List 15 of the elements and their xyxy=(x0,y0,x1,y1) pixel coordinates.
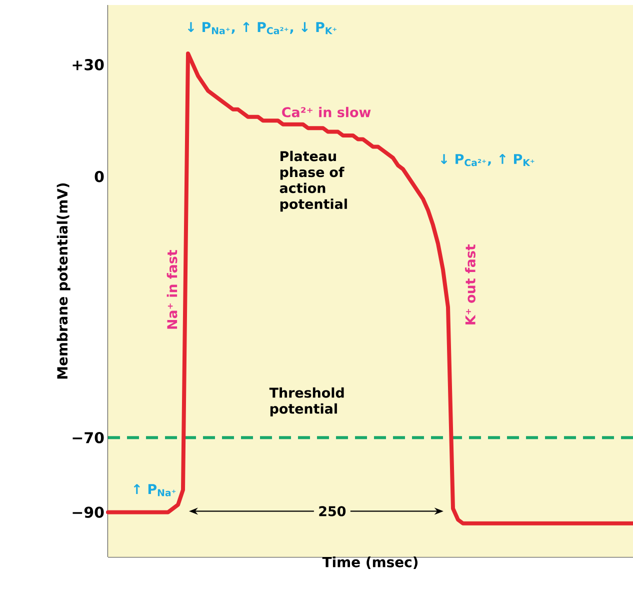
annotation: ↓ P$_{Ca²⁺}$, ↑ P$_{K⁺}$ xyxy=(440,154,534,166)
y-tick-label: −70 xyxy=(72,432,104,444)
y-tick-label: +30 xyxy=(72,59,104,70)
annotation: Na⁺ in fast xyxy=(166,250,178,329)
annotation: K⁺ out fast xyxy=(465,244,476,324)
y-axis-title: Membrane potential(mV) xyxy=(56,183,70,379)
annotation: Ca²⁺ in slow xyxy=(282,106,371,118)
annotation: ↓ P$_{Na⁺}$, ↑ P$_{Ca²⁺}$, ↓ P$_{K⁺}$ xyxy=(188,22,337,34)
annotation: Plateau phase of action potential xyxy=(280,150,347,212)
annotation: ↑ P$_{Na⁺}$ xyxy=(134,484,176,496)
y-tick-label: 0 xyxy=(94,170,104,182)
annotation: 250 xyxy=(319,506,346,516)
y-tick-label: −90 xyxy=(72,506,104,518)
annotation: Threshold potential xyxy=(269,387,344,416)
x-axis-title: Time (msec) xyxy=(322,556,418,569)
